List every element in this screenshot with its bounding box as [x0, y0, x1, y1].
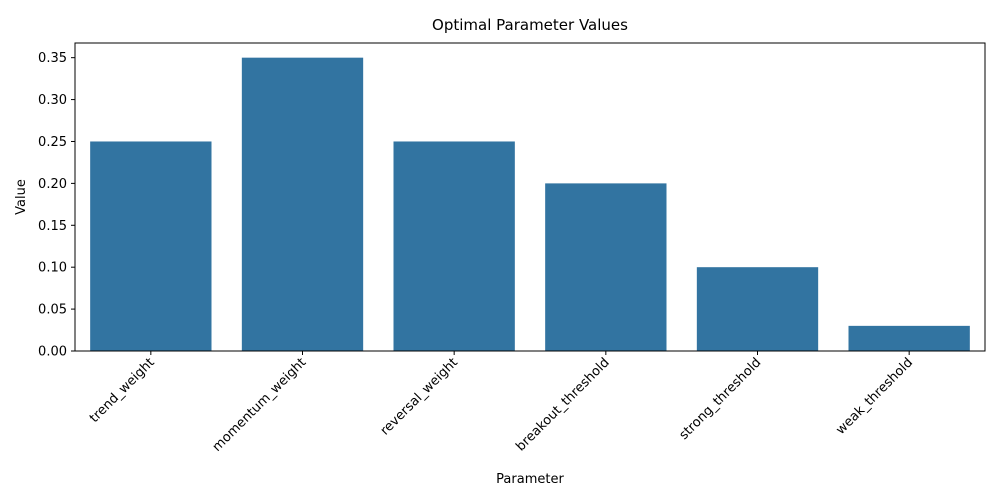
x-tick-label: strong_threshold [677, 355, 765, 443]
chart-title: Optimal Parameter Values [432, 16, 628, 34]
x-tick-label: momentum_weight [210, 355, 310, 455]
y-tick-label: 0.15 [38, 219, 67, 234]
y-tick-label: 0.00 [38, 345, 67, 360]
x-tick-label: breakout_threshold [513, 355, 612, 454]
y-tick-label: 0.30 [38, 93, 67, 108]
bar-trend_weight [90, 141, 212, 351]
bar-momentum_weight [241, 57, 364, 352]
x-tick-label: trend_weight [87, 355, 158, 426]
bar-breakout_threshold [545, 183, 667, 351]
y-tick-label: 0.20 [38, 177, 67, 192]
bar-strong_threshold [696, 267, 819, 351]
y-tick-label: 0.10 [38, 261, 67, 276]
bars-group [90, 57, 970, 352]
y-axis-title: Value [14, 179, 29, 215]
x-tick-label: weak_threshold [833, 355, 916, 438]
x-axis: trend_weight momentum_weight reversal_weig… [87, 351, 916, 455]
plot-area-frame [74, 42, 986, 352]
y-tick-label: 0.05 [38, 303, 67, 318]
x-axis-title: Parameter [496, 472, 564, 487]
bar-weak_threshold [848, 325, 970, 351]
y-tick-label: 0.25 [38, 135, 67, 150]
bar-reversal_weight [393, 141, 515, 351]
y-tick-label: 0.35 [38, 51, 67, 66]
y-axis: 0.00 0.05 0.10 0.15 0.20 0.25 0.30 0.35 [38, 51, 75, 360]
x-tick-label: reversal_weight [378, 355, 461, 438]
